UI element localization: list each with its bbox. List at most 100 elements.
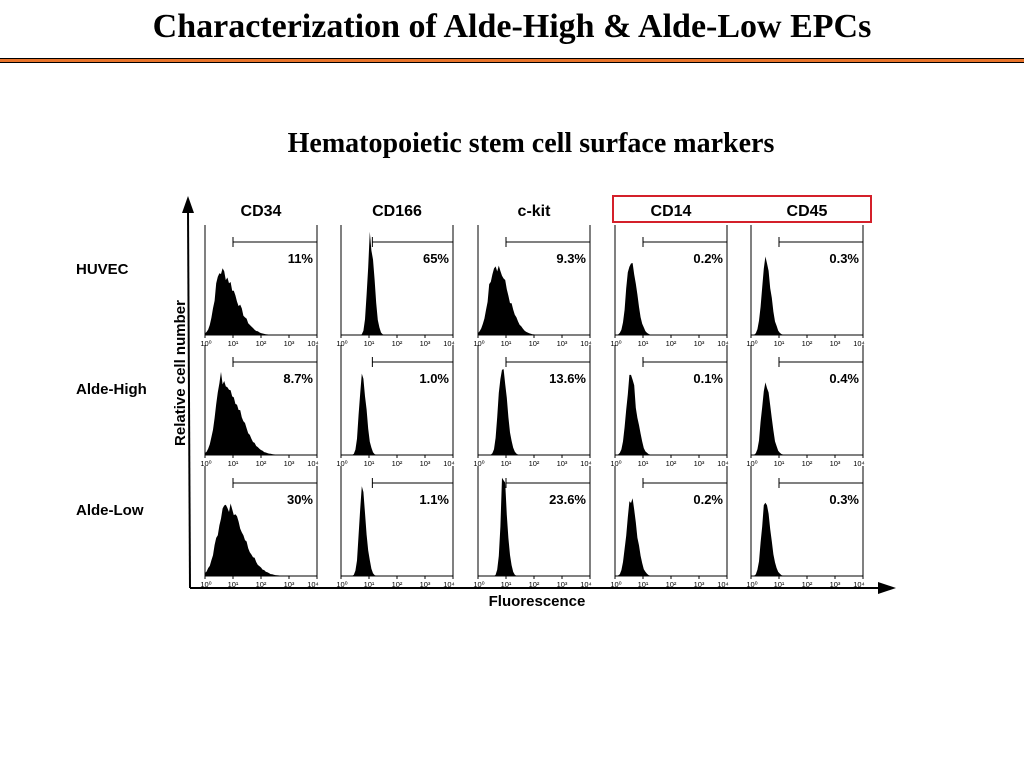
panel-alde-low-cd166-tick-label-4: 10⁴: [443, 580, 455, 589]
panel-alde-low-cd34-tick-label-3: 10³: [284, 580, 295, 589]
panel-huvec-c-kit-tick-label-1: 10¹: [501, 339, 512, 348]
panel-huvec-cd34-tick-label-4: 10⁴: [307, 339, 319, 348]
panel-alde-low-cd45-value: 0.3%: [829, 492, 859, 507]
panel-alde-low-cd34-tick-label-1: 10¹: [228, 580, 239, 589]
y-axis-label: Relative cell number: [172, 300, 189, 446]
panel-huvec-cd14-histogram: [615, 263, 727, 335]
panel-huvec-cd166-tick-label-3: 10³: [420, 339, 431, 348]
y-axis-arrow: [182, 196, 194, 213]
panel-huvec-cd45-tick-label-4: 10⁴: [853, 339, 865, 348]
panel-huvec-cd34-value: 11%: [288, 251, 314, 266]
panel-alde-high-cd45-tick-label-0: 10⁰: [746, 459, 757, 468]
panel-alde-low-cd14-value: 0.2%: [693, 492, 723, 507]
panel-huvec-cd45-tick-label-2: 10²: [802, 339, 813, 348]
slide-title: Characterization of Alde-High & Alde-Low…: [152, 8, 872, 45]
column-header-cd166: CD166: [372, 203, 422, 220]
panel-alde-high-c-kit-value: 13.6%: [549, 371, 586, 386]
panel-alde-high-cd14-histogram: [615, 374, 727, 455]
panel-alde-low-cd166-tick-label-2: 10²: [392, 580, 403, 589]
panel-huvec-cd14-tick-label-3: 10³: [694, 339, 705, 348]
title-divider: [0, 58, 1024, 63]
panel-huvec-c-kit-tick-label-0: 10⁰: [473, 339, 484, 348]
row-label-alde-low: Alde-Low: [76, 502, 144, 519]
panel-alde-high-c-kit-tick-label-3: 10³: [557, 459, 568, 468]
panel-huvec-c-kit-tick-label-2: 10²: [529, 339, 540, 348]
panel-alde-low-cd14-tick-label-2: 10²: [666, 580, 677, 589]
panel-huvec-cd14-tick-label-4: 10⁴: [717, 339, 729, 348]
panel-alde-high-cd45-tick-label-3: 10³: [830, 459, 841, 468]
panel-alde-low-c-kit-tick-label-3: 10³: [557, 580, 568, 589]
panel-huvec-cd45-histogram: [751, 256, 863, 335]
panel-alde-high-cd166-histogram: [341, 373, 453, 455]
panel-alde-low-cd14-tick-label-0: 10⁰: [610, 580, 621, 589]
panel-alde-high-cd166-tick-label-1: 10¹: [364, 459, 375, 468]
panel-alde-low-cd45-tick-label-2: 10²: [802, 580, 813, 589]
panel-alde-low-c-kit-tick-label-2: 10²: [529, 580, 540, 589]
panel-alde-high-cd34-tick-label-0: 10⁰: [200, 459, 211, 468]
panel-alde-low-cd166-value: 1.1%: [419, 492, 449, 507]
panel-alde-high-cd45-tick-label-4: 10⁴: [853, 459, 865, 468]
column-header-cd34: CD34: [241, 203, 282, 220]
panel-huvec-cd166-tick-label-2: 10²: [392, 339, 403, 348]
panel-alde-high-cd34-tick-label-4: 10⁴: [307, 459, 319, 468]
panel-huvec-cd166-tick-label-0: 10⁰: [336, 339, 347, 348]
panel-alde-low-c-kit-value: 23.6%: [549, 492, 586, 507]
panel-alde-low-cd45-tick-label-1: 10¹: [774, 580, 785, 589]
panel-alde-high-cd34-tick-label-2: 10²: [256, 459, 267, 468]
figure-subtitle: Hematopoietic stem cell surface markers: [287, 128, 775, 159]
panel-huvec-cd34-tick-label-0: 10⁰: [200, 339, 211, 348]
panel-huvec-cd45-tick-label-0: 10⁰: [746, 339, 757, 348]
panel-huvec-cd14-tick-label-2: 10²: [666, 339, 677, 348]
panel-huvec-c-kit-value: 9.3%: [556, 251, 586, 266]
panel-alde-high-cd34-tick-label-1: 10¹: [228, 459, 239, 468]
panel-alde-high-cd14-tick-label-0: 10⁰: [610, 459, 621, 468]
panel-alde-high-cd166-value: 1.0%: [419, 371, 449, 386]
panel-alde-low-cd45-tick-label-0: 10⁰: [746, 580, 757, 589]
panel-alde-high-c-kit-tick-label-0: 10⁰: [473, 459, 484, 468]
panel-huvec-cd34-histogram: [205, 268, 317, 335]
panel-alde-low-cd34-histogram: [205, 503, 317, 576]
panel-alde-low-cd34-tick-label-0: 10⁰: [200, 580, 211, 589]
panel-alde-low-cd14-histogram: [615, 498, 727, 576]
panel-huvec-cd166-tick-label-1: 10¹: [364, 339, 375, 348]
panel-alde-low-cd45-tick-label-4: 10⁴: [853, 580, 865, 589]
x-axis-arrow: [878, 582, 896, 594]
panel-alde-high-c-kit-tick-label-2: 10²: [529, 459, 540, 468]
x-axis-label: Fluorescence: [489, 593, 586, 610]
panel-huvec-cd34-tick-label-3: 10³: [284, 339, 295, 348]
panel-alde-high-cd34-tick-label-3: 10³: [284, 459, 295, 468]
row-label-alde-high: Alde-High: [76, 381, 147, 398]
panel-alde-low-cd34-tick-label-4: 10⁴: [307, 580, 319, 589]
panel-alde-high-cd14-value: 0.1%: [693, 371, 723, 386]
panel-alde-high-c-kit-tick-label-1: 10¹: [501, 459, 512, 468]
panel-huvec-cd166-histogram: [341, 231, 453, 335]
panel-alde-low-cd14-tick-label-3: 10³: [694, 580, 705, 589]
panel-huvec-c-kit-tick-label-4: 10⁴: [580, 339, 592, 348]
column-header-cd45: CD45: [787, 203, 828, 220]
panel-alde-high-cd45-tick-label-1: 10¹: [774, 459, 785, 468]
panel-alde-high-cd166-tick-label-4: 10⁴: [443, 459, 455, 468]
panel-alde-low-cd45-tick-label-3: 10³: [830, 580, 841, 589]
panel-alde-low-cd166-tick-label-3: 10³: [420, 580, 431, 589]
panel-huvec-c-kit-tick-label-3: 10³: [557, 339, 568, 348]
panel-alde-high-cd166-tick-label-2: 10²: [392, 459, 403, 468]
panel-huvec-c-kit-histogram: [478, 265, 590, 335]
panel-alde-low-c-kit-tick-label-0: 10⁰: [473, 580, 484, 589]
panel-alde-high-cd14-tick-label-2: 10²: [666, 459, 677, 468]
panel-alde-low-c-kit-tick-label-1: 10¹: [501, 580, 512, 589]
panel-huvec-cd166-tick-label-4: 10⁴: [443, 339, 455, 348]
panel-huvec-cd45-value: 0.3%: [829, 251, 859, 266]
panel-alde-low-cd166-histogram: [341, 486, 453, 576]
panel-alde-high-cd166-tick-label-0: 10⁰: [336, 459, 347, 468]
panel-alde-high-c-kit-histogram: [478, 369, 590, 455]
panel-huvec-cd34-tick-label-2: 10²: [256, 339, 267, 348]
highlight-box: [612, 195, 872, 223]
panel-alde-high-cd14-tick-label-4: 10⁴: [717, 459, 729, 468]
panel-alde-high-cd14-tick-label-3: 10³: [694, 459, 705, 468]
panel-alde-high-c-kit-tick-label-4: 10⁴: [580, 459, 592, 468]
panel-alde-high-cd45-histogram: [751, 382, 863, 455]
panel-alde-high-cd166-tick-label-3: 10³: [420, 459, 431, 468]
panel-alde-low-c-kit-histogram: [478, 477, 590, 576]
panel-alde-high-cd14-tick-label-1: 10¹: [638, 459, 649, 468]
panel-alde-low-cd166-tick-label-1: 10¹: [364, 580, 375, 589]
